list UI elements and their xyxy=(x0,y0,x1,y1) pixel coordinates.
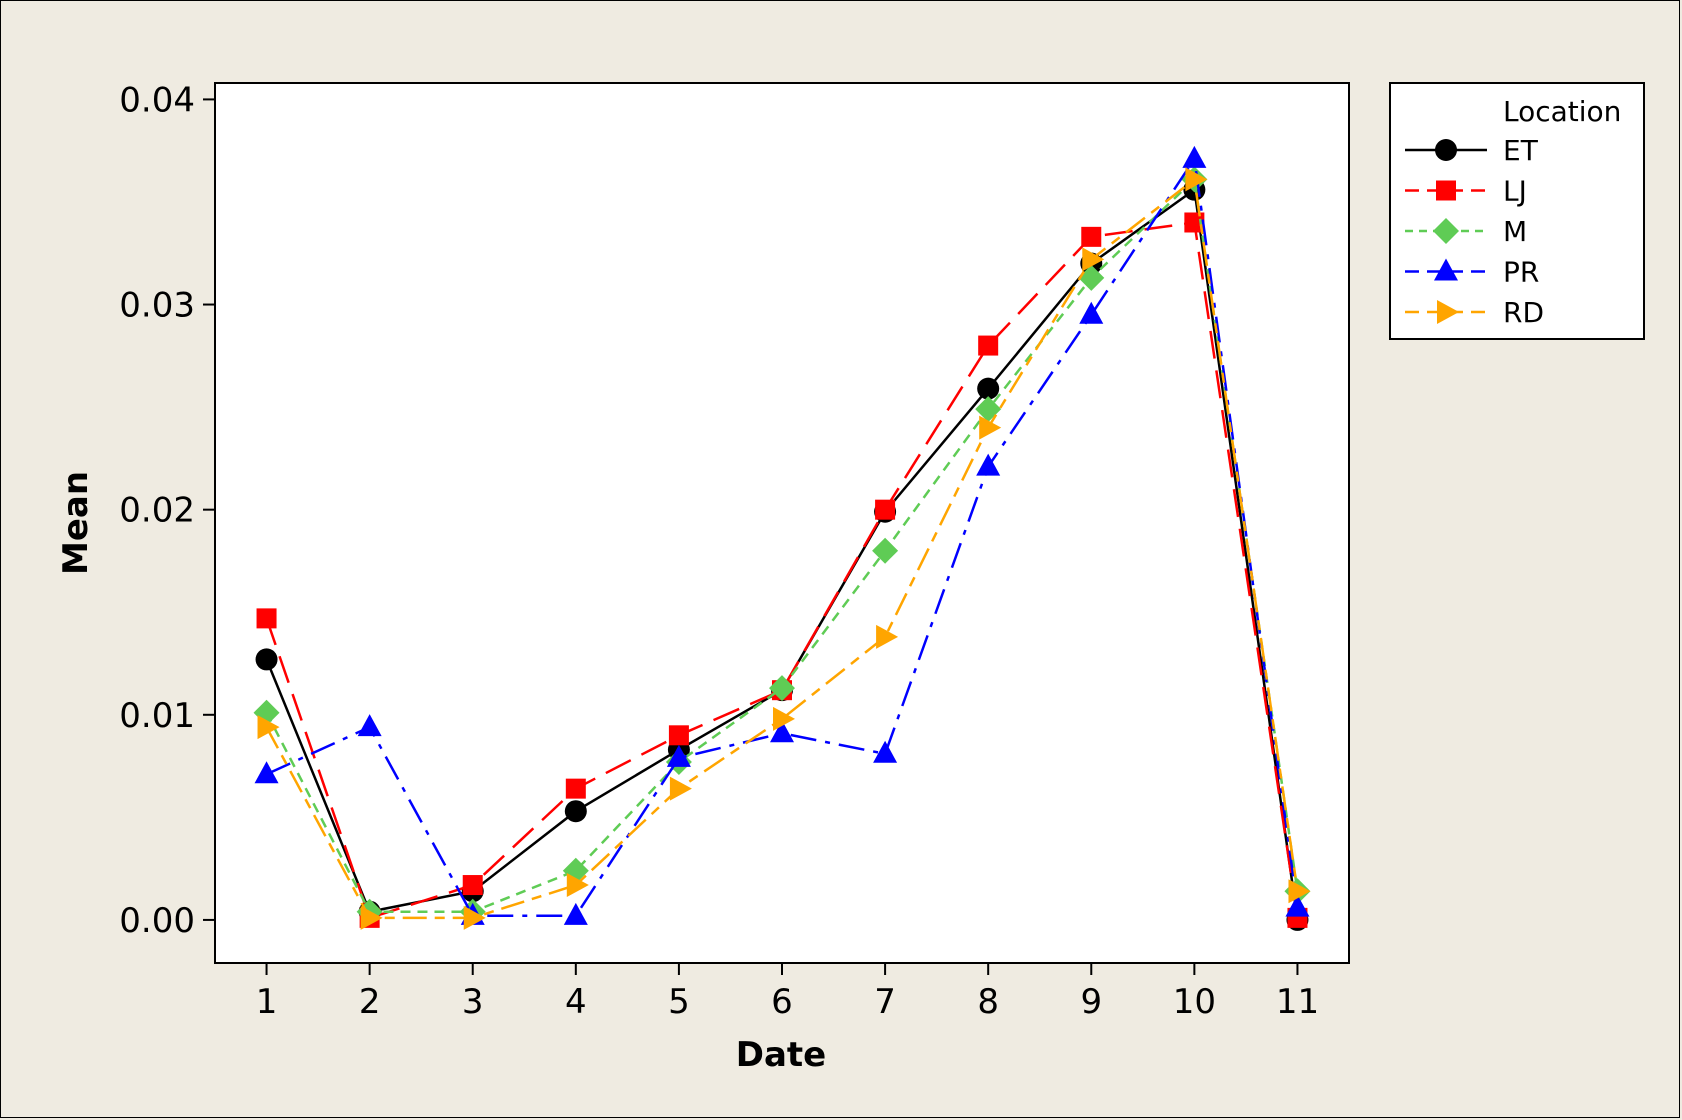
legend-marker xyxy=(1437,300,1459,324)
data-point-pr xyxy=(666,744,691,767)
data-point-m xyxy=(253,699,280,726)
data-point-lj xyxy=(1184,212,1205,233)
x-axis-title: Date xyxy=(736,1035,826,1075)
legend-entry-et: ET xyxy=(1405,134,1539,167)
x-tick-label: 2 xyxy=(359,982,381,1022)
series-line-rd xyxy=(265,177,1299,920)
y-tick-label: 0.02 xyxy=(119,491,195,531)
x-axis: 1 2 3 4 5 6 7 8 9 10 11 xyxy=(256,963,1319,1022)
data-point-m xyxy=(872,537,899,564)
legend-title: Location xyxy=(1503,95,1621,128)
data-point-pr xyxy=(1285,894,1310,917)
data-point-et xyxy=(255,648,278,671)
data-point-pr xyxy=(1079,301,1104,324)
data-point-et xyxy=(977,377,1000,400)
x-tick-label: 6 xyxy=(771,982,793,1022)
y-tick-label: 0.01 xyxy=(119,696,195,736)
legend-marker xyxy=(1435,139,1457,161)
data-point-rd xyxy=(1185,167,1208,192)
x-tick-label: 1 xyxy=(256,982,278,1022)
data-point-rd xyxy=(257,715,280,740)
legend-entry-m: M xyxy=(1405,215,1527,248)
data-point-pr xyxy=(873,740,898,763)
data-point-lj xyxy=(875,499,896,520)
y-tick-label: 0.00 xyxy=(119,901,195,941)
series-line-pr xyxy=(265,155,1299,918)
x-tick-label: 8 xyxy=(977,982,999,1022)
data-point-pr xyxy=(976,453,1001,476)
x-tick-label: 3 xyxy=(462,982,484,1022)
data-point-pr xyxy=(357,714,382,737)
legend-marker xyxy=(1434,258,1458,281)
legend-label: PR xyxy=(1503,256,1539,289)
legend-entry-lj: LJ xyxy=(1405,175,1527,208)
data-point-rd xyxy=(566,873,589,898)
x-tick-label: 4 xyxy=(565,982,587,1022)
x-tick-label: 5 xyxy=(668,982,690,1022)
legend-entry-rd: RD xyxy=(1405,296,1544,329)
data-point-lj xyxy=(1081,226,1102,247)
data-point-rd xyxy=(773,706,795,731)
data-point-lj xyxy=(978,335,999,356)
y-axis: 0.00 0.01 0.02 0.03 0.04 xyxy=(119,80,215,941)
data-point-pr xyxy=(770,720,794,743)
data-point-rd xyxy=(979,415,1002,440)
x-tick-label: 7 xyxy=(874,982,896,1022)
data-point-pr xyxy=(254,761,279,784)
data-point-rd xyxy=(1288,879,1311,904)
series-layer xyxy=(253,145,1311,931)
data-point-m xyxy=(1078,264,1105,291)
data-point-lj xyxy=(256,608,277,629)
data-point-lj xyxy=(668,725,689,746)
legend-marker xyxy=(1433,218,1459,244)
data-point-lj xyxy=(462,875,483,896)
legend-label: ET xyxy=(1503,134,1539,167)
y-tick-label: 0.03 xyxy=(119,286,195,326)
data-point-rd xyxy=(669,776,692,801)
x-tick-label: 11 xyxy=(1276,982,1319,1022)
plot-area xyxy=(214,82,1350,964)
legend-box xyxy=(1389,82,1645,340)
legend-label: M xyxy=(1503,215,1527,248)
x-tick-label: 9 xyxy=(1080,982,1102,1022)
data-point-pr xyxy=(563,902,588,925)
legend-label: RD xyxy=(1503,296,1544,329)
x-tick-label: 10 xyxy=(1173,982,1216,1022)
data-point-rd xyxy=(463,905,486,930)
series-rd xyxy=(257,167,1311,930)
data-point-et xyxy=(564,800,587,823)
data-point-rd xyxy=(1082,247,1105,272)
legend-entry-pr: PR xyxy=(1405,256,1539,289)
data-point-rd xyxy=(876,624,899,649)
legend: Location ET LJ M PR RD xyxy=(1389,82,1645,340)
legend-label: LJ xyxy=(1503,175,1527,208)
legend-marker xyxy=(1436,180,1456,201)
y-tick-label: 0.04 xyxy=(119,80,195,120)
y-axis-title: Mean xyxy=(56,471,96,575)
series-pr xyxy=(254,145,1310,925)
data-point-pr xyxy=(1182,145,1207,168)
data-point-rd xyxy=(360,905,383,930)
data-point-lj xyxy=(565,778,586,799)
data-point-m xyxy=(769,675,795,702)
